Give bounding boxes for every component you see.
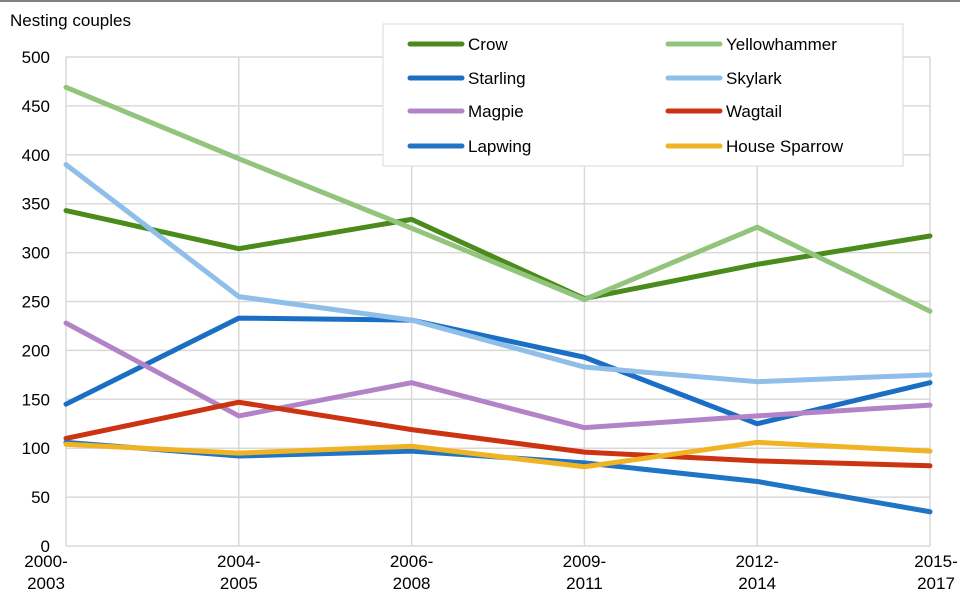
legend-label: House Sparrow [726, 137, 844, 156]
legend-label: Yellowhammer [726, 35, 837, 54]
y-tick-label: 250 [22, 293, 50, 312]
legend-label: Crow [468, 35, 508, 54]
y-tick-label: 0 [41, 537, 50, 556]
series-line-crow [63, 208, 933, 302]
y-axis-ticks: 0 50 100 150 200 250 300 350 400 450 500 [22, 48, 50, 556]
y-tick-label: 200 [22, 341, 50, 360]
series-lines [63, 84, 933, 515]
y-tick-label: 100 [22, 439, 50, 458]
x-tick-label: 2006-2008 [390, 552, 433, 593]
series-line-starling [63, 315, 933, 427]
y-tick-label: 300 [22, 244, 50, 263]
series-line-house-sparrow [63, 439, 933, 470]
x-tick-label: 2012-2014 [735, 552, 778, 593]
legend-label: Lapwing [468, 137, 531, 156]
x-tick-label: 2009-2011 [563, 552, 606, 593]
y-axis-title: Nesting couples [10, 11, 131, 30]
x-tick-label: 2015-2017 [914, 552, 957, 593]
legend: Crow Yellowhammer Starling Skylark Magpie Wag… [382, 23, 904, 167]
y-tick-label: 50 [31, 488, 50, 507]
gridlines [65, 56, 931, 547]
legend-label: Starling [468, 69, 526, 88]
y-tick-label: 500 [22, 48, 50, 67]
series-line-yellowhammer [63, 84, 933, 314]
y-tick-label: 150 [22, 390, 50, 409]
x-tick-label: 2000-2003 [24, 552, 67, 593]
legend-label: Wagtail [726, 102, 782, 121]
legend-label: Skylark [726, 69, 782, 88]
y-tick-label: 350 [22, 195, 50, 214]
series-line-magpie [63, 320, 933, 431]
legend-box [382, 23, 904, 167]
x-axis-ticks: 2000-2003 2004-2005 2006-2008 2009-2011 2012… [24, 552, 957, 593]
series-line-skylark [63, 162, 933, 385]
y-tick-label: 450 [22, 97, 50, 116]
legend-label: Magpie [468, 102, 524, 121]
series-line-wagtail [63, 399, 933, 469]
x-tick-label: 2004-2005 [217, 552, 260, 593]
y-tick-label: 400 [22, 146, 50, 165]
